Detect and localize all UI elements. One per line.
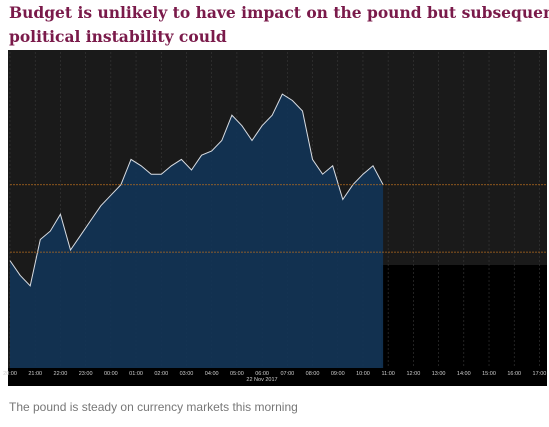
x-tick-label: 11:00 bbox=[381, 371, 394, 377]
title-line: Budget is unlikely to have impact on the… bbox=[9, 3, 549, 22]
x-tick-label: 01:00 bbox=[129, 371, 143, 377]
x-tick-label: 17:00 bbox=[533, 371, 547, 377]
x-tick-label: 00:00 bbox=[104, 371, 118, 377]
x-tick-label: 13:00 bbox=[432, 371, 446, 377]
x-tick-label: 21:00 bbox=[28, 371, 42, 377]
x-tick-label: 20:00 bbox=[3, 371, 17, 377]
axis-strip bbox=[8, 368, 547, 386]
date-label: 22 Nov 2017 bbox=[246, 377, 277, 383]
price-line bbox=[9, 93, 384, 287]
x-tick-label: 07:00 bbox=[280, 371, 294, 377]
caption: The pound is steady on currency markets … bbox=[9, 400, 298, 414]
x-tick-label: 03:00 bbox=[180, 371, 194, 377]
x-tick-label: 16:00 bbox=[507, 371, 521, 377]
x-tick-label: 14:00 bbox=[457, 371, 471, 377]
x-tick-label: 02:00 bbox=[154, 371, 168, 377]
x-tick-label: 23:00 bbox=[79, 371, 93, 377]
x-tick-label: 09:00 bbox=[331, 371, 345, 377]
x-tick-label: 12:00 bbox=[406, 371, 420, 377]
x-tick-label: 15:00 bbox=[482, 371, 496, 377]
title-line: political instability could bbox=[9, 27, 227, 46]
x-tick-label: 22:00 bbox=[54, 371, 68, 377]
x-tick-label: 10:00 bbox=[356, 371, 370, 377]
x-tick-label: 08:00 bbox=[306, 371, 320, 377]
x-tick-label: 05:00 bbox=[230, 371, 244, 377]
x-tick-label: 04:00 bbox=[205, 371, 219, 377]
x-tick-label: 06:00 bbox=[255, 371, 269, 377]
area-fill bbox=[10, 94, 384, 368]
